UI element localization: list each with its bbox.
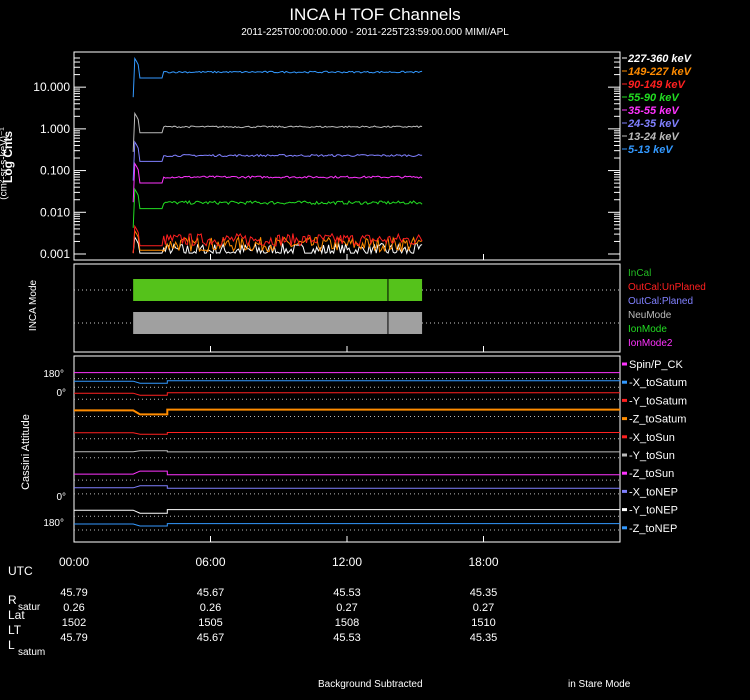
ephem-value: 1502 xyxy=(62,617,86,629)
series-line-2 xyxy=(132,224,423,254)
attitude-ytick-bottom-zero: 0° xyxy=(56,492,66,503)
time-tick-label: 06:00 xyxy=(195,555,225,569)
time-tick-label: 18:00 xyxy=(468,555,498,569)
series-line-5 xyxy=(132,140,423,181)
ephem-label-sub: satur xyxy=(18,602,41,613)
panel-frame-2 xyxy=(73,263,621,353)
panel2-ylabel: INCA Mode xyxy=(28,279,40,332)
attitude-legend-5: -Y_toSun xyxy=(629,450,675,462)
attitude-ytick-top: 180° xyxy=(43,369,64,380)
footer-stare-mode: in Stare Mode xyxy=(568,679,631,690)
attitude-ytick-bottom: 180° xyxy=(43,518,64,529)
ephem-value: 0.27 xyxy=(473,602,494,614)
legend-series-5: 24-35 keV xyxy=(627,118,680,130)
attitude-legend-4: -X_toSun xyxy=(629,432,675,444)
series-line-1 xyxy=(132,229,423,254)
mode-legend-item: IonMode xyxy=(628,324,667,335)
attitude-line-1 xyxy=(74,380,620,384)
legend-series-1: 149-227 keV xyxy=(628,66,693,78)
panel1-ytick-label: 0.010 xyxy=(40,205,70,219)
ephem-value: 1508 xyxy=(335,617,359,629)
ephem-value: 45.35 xyxy=(470,632,498,644)
footer-background-subtracted: Background Subtracted xyxy=(318,679,423,690)
attitude-line-9 xyxy=(74,523,620,527)
ephem-value: 45.67 xyxy=(197,587,225,599)
attitude-ytick-top-zero: 0° xyxy=(56,388,66,399)
attitude-line-6 xyxy=(74,470,620,476)
chart-title: INCA H TOF Channels xyxy=(289,5,461,24)
mode-legend-item: InCal xyxy=(628,268,651,279)
panel1-ytick-label: 1.000 xyxy=(40,122,70,136)
ephem-value: 1510 xyxy=(471,617,495,629)
legend-series-3: 55-90 keV xyxy=(628,92,680,104)
ephem-label-sub: satum xyxy=(18,647,45,658)
ephem-value: 45.35 xyxy=(470,587,498,599)
ephem-value: 1505 xyxy=(198,617,222,629)
legend-series-6: 13-24 keV xyxy=(628,131,680,143)
chart-subtitle: 2011-225T00:00:00.000 - 2011-225T23:59:0… xyxy=(241,27,509,38)
attitude-line-4 xyxy=(74,432,620,435)
ephem-value: 45.79 xyxy=(60,632,88,644)
attitude-legend-0: Spin/P_CK xyxy=(629,359,683,371)
panel1-ytick-label: 10.000 xyxy=(33,80,70,94)
ephem-label: L xyxy=(8,638,15,652)
attitude-line-3 xyxy=(74,408,620,416)
panel1-ylabel-units: (cm²-sr-s-keV)⁻¹ xyxy=(0,127,10,200)
series-line-4 xyxy=(132,161,423,203)
ephem-label: R xyxy=(8,593,17,607)
attitude-legend-8: -Y_toNEP xyxy=(629,505,678,517)
legend-series-4: 35-55 keV xyxy=(628,105,680,117)
attitude-line-2 xyxy=(74,392,620,396)
mode-legend-item: NeuMode xyxy=(628,310,672,321)
mode-legend-item: OutCal:Planed xyxy=(628,296,693,307)
panel1-ytick-label: 0.001 xyxy=(40,247,70,261)
attitude-legend-9: -Z_toNEP xyxy=(629,523,677,535)
legend-series-2: 90-149 keV xyxy=(628,79,687,91)
ephem-value: 45.79 xyxy=(60,587,88,599)
panel-frame-3 xyxy=(73,355,621,543)
attitude-legend-3: -Z_toSatum xyxy=(629,414,686,426)
ephem-label: LT xyxy=(8,623,22,637)
legend-series-0: 227-360 keV xyxy=(627,53,693,65)
ephem-value: 45.53 xyxy=(333,587,361,599)
attitude-line-8 xyxy=(74,509,620,514)
attitude-legend-6: -Z_toSun xyxy=(629,468,674,480)
ephem-value: 0.27 xyxy=(336,602,357,614)
attitude-legend-2: -Y_toSatum xyxy=(629,395,687,407)
time-tick-label: 12:00 xyxy=(332,555,362,569)
attitude-line-7 xyxy=(74,485,620,489)
ephem-value: 45.53 xyxy=(333,632,361,644)
attitude-legend-7: -X_toNEP xyxy=(629,486,678,498)
ephem-value: 0.26 xyxy=(63,602,84,614)
attitude-legend-1: -X_toSatum xyxy=(629,377,687,389)
attitude-line-5 xyxy=(74,450,620,453)
mode-legend-item: IonMode2 xyxy=(628,338,673,349)
time-tick-label: 00:00 xyxy=(59,555,89,569)
mode-bar-IonMode xyxy=(133,279,423,301)
mode-legend-item: OutCal:UnPlaned xyxy=(628,282,706,293)
ephem-label: Lat xyxy=(8,608,25,622)
series-line-7 xyxy=(132,56,423,98)
utc-label: UTC xyxy=(8,564,33,578)
panel-frame-1 xyxy=(73,51,621,261)
ephem-value: 0.26 xyxy=(200,602,221,614)
series-line-6 xyxy=(132,111,423,152)
series-line-3 xyxy=(132,187,423,228)
ephem-value: 45.67 xyxy=(197,632,225,644)
panel3-ylabel: Cassini Attitude xyxy=(19,414,32,490)
legend-series-7: 5-13 keV xyxy=(628,144,674,156)
panel1-ytick-label: 0.100 xyxy=(40,164,70,178)
mode-bar-NeuMode xyxy=(133,312,423,334)
